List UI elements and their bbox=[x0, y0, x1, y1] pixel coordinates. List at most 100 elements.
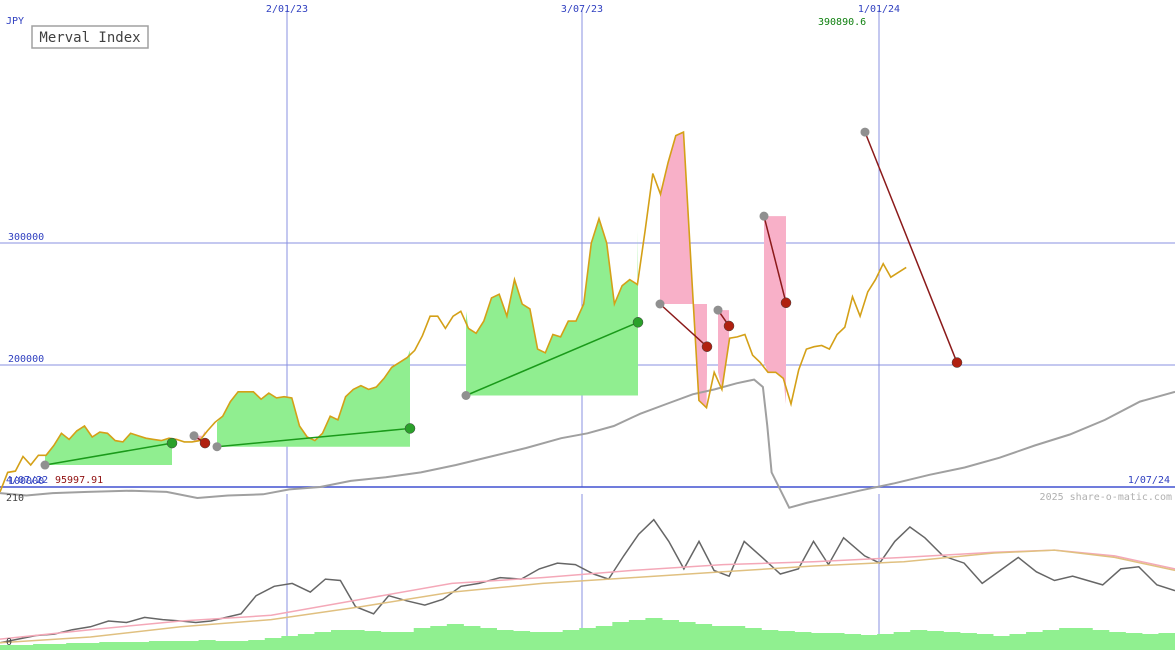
volume-bar bbox=[248, 640, 266, 650]
benchmark-line bbox=[0, 378, 1175, 509]
volume-bar bbox=[595, 626, 613, 650]
volume-bar bbox=[562, 630, 580, 650]
indicator-line-1 bbox=[0, 549, 1175, 640]
buy-trendline-0 bbox=[44, 442, 173, 466]
volume-bar bbox=[132, 642, 150, 650]
volume-bar bbox=[364, 631, 382, 650]
volume-bar bbox=[82, 643, 100, 650]
volume-bar bbox=[513, 631, 531, 650]
volume-bar bbox=[827, 633, 845, 650]
legend-box bbox=[31, 25, 149, 49]
sell-shade-4 bbox=[660, 132, 707, 408]
volume-bar bbox=[1075, 628, 1093, 650]
volume-bar bbox=[810, 633, 828, 650]
sell-start-marker-7 bbox=[860, 127, 870, 137]
sell-end-marker-3 bbox=[199, 437, 211, 449]
volume-bar bbox=[380, 632, 398, 650]
volume-bar bbox=[1042, 630, 1060, 650]
buy-shade-0 bbox=[45, 426, 172, 466]
sell-start-marker-4 bbox=[655, 299, 665, 309]
y-tick-200000: 200000 bbox=[8, 354, 44, 365]
volume-bar bbox=[198, 640, 216, 650]
volume-bar bbox=[1108, 632, 1126, 650]
volume-bar bbox=[446, 624, 464, 650]
volume-bar bbox=[463, 626, 481, 650]
volume-bar bbox=[297, 634, 315, 650]
price-line bbox=[0, 130, 907, 493]
x-tick-2: 1/01/24 bbox=[858, 4, 900, 15]
volume-bar bbox=[0, 645, 18, 650]
volume-bar bbox=[628, 620, 646, 650]
volume-bar bbox=[579, 628, 597, 650]
volume-bar bbox=[860, 635, 878, 650]
volume-bar bbox=[959, 633, 977, 650]
volume-bar bbox=[66, 643, 84, 650]
volume-bar bbox=[479, 628, 497, 650]
buy-start-marker-0 bbox=[40, 460, 50, 470]
volume-bar bbox=[661, 620, 680, 650]
sell-start-marker-3 bbox=[189, 431, 199, 441]
volume-bar bbox=[761, 630, 779, 650]
sell-end-marker-5 bbox=[723, 320, 735, 332]
volume-bar bbox=[711, 626, 729, 650]
y-tick-100000: 100000 bbox=[8, 476, 44, 487]
sell-trendline-4 bbox=[659, 303, 708, 348]
volume-bar bbox=[33, 644, 51, 650]
volume-bar bbox=[347, 630, 365, 650]
volume-bar bbox=[728, 626, 746, 650]
x-tick-1: 3/07/23 bbox=[561, 4, 603, 15]
volume-bar bbox=[1026, 632, 1044, 650]
volume-bar bbox=[1059, 628, 1077, 650]
volume-bar bbox=[910, 630, 928, 650]
volume-bar bbox=[182, 641, 200, 650]
volume-bar bbox=[115, 642, 133, 650]
volume-bar bbox=[430, 626, 448, 650]
buy-end-marker-2 bbox=[632, 317, 644, 328]
volume-bar bbox=[496, 630, 514, 650]
volume-bar bbox=[893, 632, 911, 650]
sell-trendline-6 bbox=[763, 215, 787, 303]
volume-bar bbox=[529, 632, 547, 650]
indicator-bottom-label: 0 bbox=[6, 637, 12, 648]
buy-trendline-1 bbox=[216, 427, 411, 448]
volume-bar bbox=[16, 645, 34, 650]
volume-bar bbox=[546, 632, 564, 650]
range-start-label: 4/07/22 bbox=[6, 475, 48, 486]
volume-bar bbox=[264, 638, 282, 650]
indicator-line-0 bbox=[0, 518, 1175, 644]
indicator-top-label: 210 bbox=[6, 493, 24, 504]
buy-shade-2 bbox=[466, 218, 638, 396]
range-end-label: 1/07/24 bbox=[1128, 475, 1170, 486]
volume-bar bbox=[744, 628, 762, 650]
volume-bar bbox=[330, 630, 349, 650]
volume-bar bbox=[413, 628, 431, 650]
volume-bar bbox=[281, 636, 299, 650]
volume-bar bbox=[926, 631, 944, 650]
volume-bar bbox=[215, 641, 233, 650]
x-tick-0: 2/01/23 bbox=[266, 4, 308, 15]
volume-bar bbox=[231, 641, 249, 650]
volume-bar bbox=[397, 632, 415, 650]
chart-title: Merval Index bbox=[39, 30, 140, 46]
y-tick-300000: 300000 bbox=[8, 232, 44, 243]
volume-bar bbox=[777, 631, 795, 650]
buy-end-marker-0 bbox=[166, 437, 178, 449]
volume-bar bbox=[877, 634, 895, 650]
volume-bar bbox=[99, 642, 117, 650]
volume-bar bbox=[695, 624, 713, 650]
buy-end-marker-1 bbox=[404, 423, 416, 434]
start-value-label: 95997.91 bbox=[55, 475, 103, 486]
volume-bar bbox=[794, 632, 812, 650]
volume-bar bbox=[844, 634, 862, 650]
peak-value-label: 390890.6 bbox=[818, 17, 866, 28]
buy-trendline-2 bbox=[465, 321, 639, 397]
buy-shade-1 bbox=[217, 350, 410, 447]
volume-bar bbox=[49, 644, 67, 650]
sell-end-marker-7 bbox=[951, 357, 963, 368]
volume-bar bbox=[645, 618, 663, 650]
sell-end-marker-6 bbox=[780, 297, 792, 309]
volume-bar bbox=[1125, 633, 1143, 650]
volume-bar bbox=[1158, 633, 1175, 650]
